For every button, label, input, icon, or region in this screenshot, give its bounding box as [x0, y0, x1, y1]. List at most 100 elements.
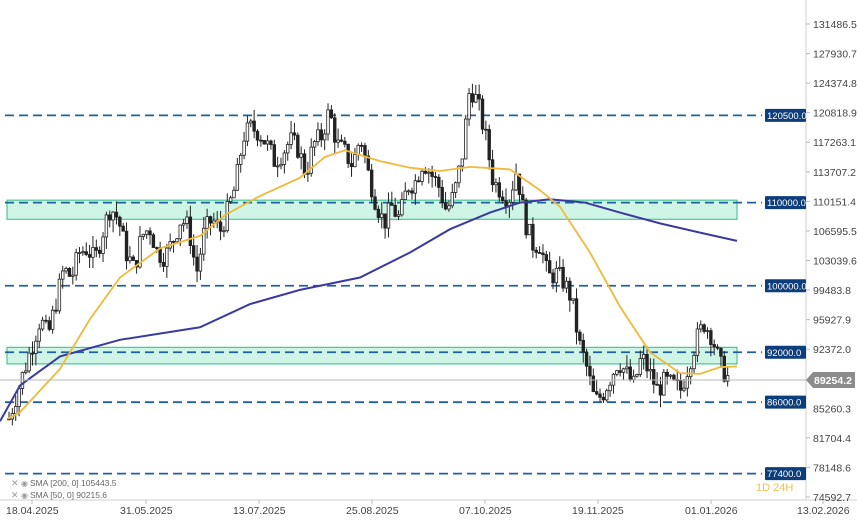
candle-body	[695, 328, 700, 356]
candle	[353, 147, 357, 168]
candle	[712, 339, 716, 356]
candle	[668, 373, 673, 379]
candle	[453, 181, 458, 199]
candle-body	[108, 214, 112, 221]
candle-body	[692, 355, 696, 370]
level-tag: 92000.0	[765, 345, 806, 359]
candle-body	[336, 139, 340, 143]
candle	[202, 216, 206, 261]
candle-body	[380, 213, 384, 218]
candle-body	[218, 221, 223, 232]
candle	[705, 327, 710, 339]
candle	[692, 351, 696, 375]
candle	[641, 345, 646, 370]
candle-body	[635, 374, 639, 377]
candle-body	[205, 216, 209, 229]
candle	[312, 139, 317, 156]
candle-body	[571, 298, 575, 301]
candle	[638, 350, 643, 377]
candle	[423, 167, 428, 175]
candle-body	[71, 274, 75, 277]
candle-body	[34, 340, 38, 354]
candle	[124, 222, 129, 270]
candle	[369, 163, 374, 203]
candle-body	[195, 256, 199, 272]
candle	[275, 156, 280, 178]
candle-body	[413, 180, 418, 194]
candle	[635, 373, 639, 378]
candle	[558, 256, 562, 272]
candle-body	[564, 280, 569, 289]
candle	[40, 316, 45, 332]
candle-body	[91, 247, 95, 258]
candle	[477, 84, 481, 111]
candle	[71, 266, 75, 285]
candle-body	[81, 251, 85, 254]
candle	[322, 129, 327, 151]
visibility-icon[interactable]: ◉	[21, 479, 28, 488]
candle-body	[57, 278, 62, 312]
candle-body	[531, 223, 535, 251]
candle	[262, 139, 266, 145]
candle	[101, 232, 105, 262]
candle	[504, 188, 508, 214]
candle-body	[443, 202, 448, 210]
candle	[185, 210, 189, 229]
candle	[652, 358, 656, 394]
candle-body	[138, 236, 142, 268]
candle-body	[141, 233, 146, 237]
candle-body	[403, 190, 407, 201]
candle-body	[578, 331, 582, 341]
candle-body	[497, 182, 501, 198]
candle-body	[333, 117, 337, 143]
candle	[608, 381, 612, 397]
candle-body	[27, 352, 31, 372]
candle-body	[470, 93, 475, 103]
visibility-icon[interactable]: ◉	[21, 491, 28, 500]
candle-body	[511, 189, 515, 203]
candle	[594, 379, 599, 396]
candle	[336, 128, 340, 148]
x-tick-label: 01.01.2026	[685, 505, 738, 517]
candle	[605, 388, 609, 402]
candle-body	[390, 202, 394, 206]
candle	[316, 122, 320, 146]
candle-body	[430, 171, 434, 177]
candle	[719, 347, 723, 367]
candle-body	[376, 208, 381, 218]
candle-body	[61, 270, 65, 280]
candle-body	[652, 369, 656, 385]
candle-body	[702, 324, 706, 332]
candle-body	[17, 388, 21, 407]
close-icon[interactable]: ✕	[11, 490, 19, 500]
candle-body	[275, 165, 280, 168]
candle-body	[118, 216, 122, 227]
candle-body	[363, 145, 367, 157]
candle	[94, 239, 99, 258]
candle-body	[628, 366, 632, 381]
candle-body	[292, 132, 297, 136]
y-tick-label: 78148.6	[813, 462, 851, 474]
close-icon[interactable]: ✕	[11, 478, 19, 488]
y-tick-label: 120818.9	[813, 108, 857, 120]
candle-body	[322, 133, 327, 141]
candle-body	[359, 144, 364, 147]
sma50-line	[7, 149, 738, 420]
candle	[645, 346, 649, 379]
candle-body	[561, 266, 565, 289]
candle-body	[386, 202, 391, 229]
candle	[77, 247, 82, 264]
y-tick-label: 131486.5	[813, 19, 857, 31]
candle-body	[309, 146, 313, 174]
candle-body	[47, 320, 51, 330]
y-tick-label: 74592.7	[813, 492, 851, 504]
candle-body	[467, 93, 471, 120]
candle-body	[722, 355, 726, 382]
candle	[615, 369, 619, 377]
candle	[141, 233, 146, 240]
candle	[148, 227, 152, 245]
candle-body	[658, 384, 663, 396]
candle	[61, 265, 65, 289]
candle-body	[682, 387, 686, 391]
candle-body	[326, 109, 330, 135]
